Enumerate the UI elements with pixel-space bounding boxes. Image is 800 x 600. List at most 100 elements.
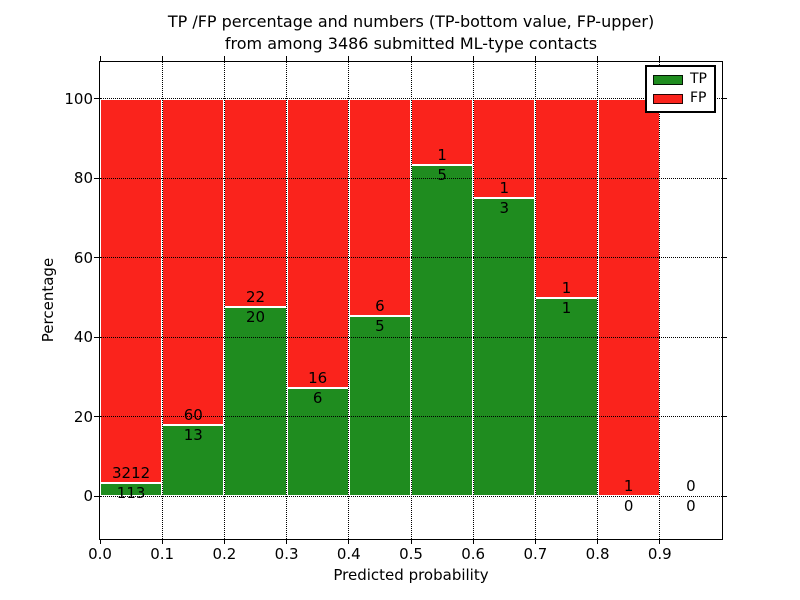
fp-count-label: 1 bbox=[561, 278, 572, 297]
gridline-vertical bbox=[534, 62, 536, 539]
tick-x-top bbox=[99, 56, 101, 61]
tp-legend-swatch bbox=[653, 74, 683, 85]
x-tick-label: 0.3 bbox=[274, 545, 299, 563]
fp-count-label: 1 bbox=[499, 179, 510, 198]
tp-count-label: 3 bbox=[499, 199, 510, 218]
tick-y-left bbox=[94, 416, 99, 418]
bar-tp-segment bbox=[411, 165, 474, 497]
bar-fp-segment bbox=[597, 98, 660, 497]
gridline-vertical bbox=[410, 62, 412, 539]
tick-x-top bbox=[472, 56, 474, 61]
tick-y-left bbox=[94, 495, 99, 497]
x-tick-label: 0.9 bbox=[647, 545, 672, 563]
bar-tp-segment bbox=[535, 297, 598, 497]
legend-entry: TP bbox=[653, 72, 708, 87]
bar-tp-segment bbox=[286, 387, 349, 497]
x-tick-label: 0.0 bbox=[88, 545, 112, 563]
y-tick-label: 60 bbox=[73, 248, 93, 267]
y-tick-label: 20 bbox=[73, 407, 93, 426]
bar-fp-segment bbox=[224, 98, 287, 307]
tick-y-right bbox=[722, 257, 727, 259]
tp-count-label: 5 bbox=[437, 166, 447, 185]
tick-y-right bbox=[722, 495, 727, 497]
x-tick-label: 0.4 bbox=[336, 545, 361, 563]
tp-count-label: 20 bbox=[245, 307, 266, 326]
legend-label: FP bbox=[690, 90, 707, 106]
gridline-vertical bbox=[472, 62, 474, 539]
tp-count-label: 0 bbox=[623, 497, 634, 516]
bar-fp-segment bbox=[286, 98, 349, 388]
bar-fp-segment bbox=[162, 98, 225, 426]
tp-count-label: 113 bbox=[116, 483, 146, 502]
y-tick-label: 80 bbox=[73, 169, 93, 188]
chart-title-line2: from among 3486 submitted ML-type contac… bbox=[224, 34, 598, 53]
tick-y-right bbox=[722, 177, 727, 179]
x-axis-label: Predicted probability bbox=[333, 566, 489, 584]
tick-x-bottom bbox=[410, 539, 412, 544]
legend-label: TP bbox=[690, 71, 707, 87]
tick-y-right bbox=[722, 416, 727, 418]
gridline-vertical bbox=[286, 62, 288, 539]
bar-tp-segment bbox=[100, 482, 163, 497]
bar-tp-segment bbox=[348, 315, 411, 497]
tick-x-top bbox=[659, 56, 661, 61]
tick-y-left bbox=[94, 98, 99, 100]
tp-count-label: 6 bbox=[312, 388, 323, 407]
y-tick-label: 100 bbox=[64, 89, 93, 108]
gridline-vertical bbox=[348, 62, 350, 539]
fp-count-label: 0 bbox=[686, 477, 696, 496]
bar-fp-segment bbox=[473, 98, 536, 199]
fp-count-label: 6 bbox=[375, 296, 385, 315]
fp-count-label: 16 bbox=[308, 368, 328, 387]
bar-fp-segment bbox=[535, 98, 598, 298]
tick-y-left bbox=[94, 177, 99, 179]
fp-count-label: 1 bbox=[437, 146, 447, 165]
gridline-vertical bbox=[161, 62, 163, 539]
chart-title: TP /FP percentage and numbers (TP-bottom… bbox=[100, 11, 722, 55]
tick-x-bottom bbox=[659, 539, 661, 544]
tick-x-bottom bbox=[597, 539, 599, 544]
fp-count-label: 60 bbox=[183, 406, 203, 425]
x-tick-label: 0.1 bbox=[150, 545, 175, 563]
tick-x-bottom bbox=[161, 539, 163, 544]
tick-y-left bbox=[94, 257, 99, 259]
fp-count-label: 1 bbox=[623, 477, 634, 496]
x-tick-label: 0.8 bbox=[585, 545, 610, 563]
fp-count-label: 3212 bbox=[112, 463, 151, 482]
chart-title-line1: TP /FP percentage and numbers (TP-bottom… bbox=[167, 12, 655, 31]
bar-fp-segment bbox=[411, 98, 474, 166]
tick-x-top bbox=[286, 56, 288, 61]
tick-x-bottom bbox=[286, 539, 288, 544]
tick-x-bottom bbox=[472, 539, 474, 544]
tick-x-top bbox=[597, 56, 599, 61]
tick-x-bottom bbox=[223, 539, 225, 544]
gridline-vertical bbox=[659, 62, 661, 539]
legend-entry: FP bbox=[653, 91, 708, 106]
bar-tp-segment bbox=[473, 198, 536, 497]
tick-y-left bbox=[94, 336, 99, 338]
gridline-vertical bbox=[597, 62, 599, 539]
tick-y-right bbox=[722, 336, 727, 338]
x-tick-label: 0.2 bbox=[212, 545, 237, 563]
tick-x-bottom bbox=[534, 539, 536, 544]
tick-x-top bbox=[410, 56, 412, 61]
tick-x-bottom bbox=[99, 539, 101, 544]
fp-legend-swatch bbox=[653, 93, 683, 104]
fp-count-label: 22 bbox=[245, 287, 266, 306]
tick-x-top bbox=[223, 56, 225, 61]
tick-x-top bbox=[348, 56, 350, 61]
y-tick-label: 0 bbox=[83, 487, 93, 506]
plot-area: 3212 113 60 13 22 20 16 6 6 5 1 5 1 3 1 1 1 0 0 0 bbox=[94, 56, 727, 544]
bar-fp-segment bbox=[348, 98, 411, 316]
x-tick-label: 0.5 bbox=[399, 545, 423, 563]
x-tick-label: 0.7 bbox=[523, 545, 548, 563]
bar-fp-segment bbox=[100, 98, 163, 483]
tick-y-right bbox=[722, 98, 727, 100]
bar-tp-segment bbox=[224, 306, 287, 497]
tp-count-label: 5 bbox=[375, 316, 385, 335]
tp-count-label: 0 bbox=[686, 497, 696, 516]
tick-x-bottom bbox=[348, 539, 350, 544]
tp-count-label: 13 bbox=[183, 426, 203, 445]
y-tick-label: 40 bbox=[73, 328, 93, 347]
